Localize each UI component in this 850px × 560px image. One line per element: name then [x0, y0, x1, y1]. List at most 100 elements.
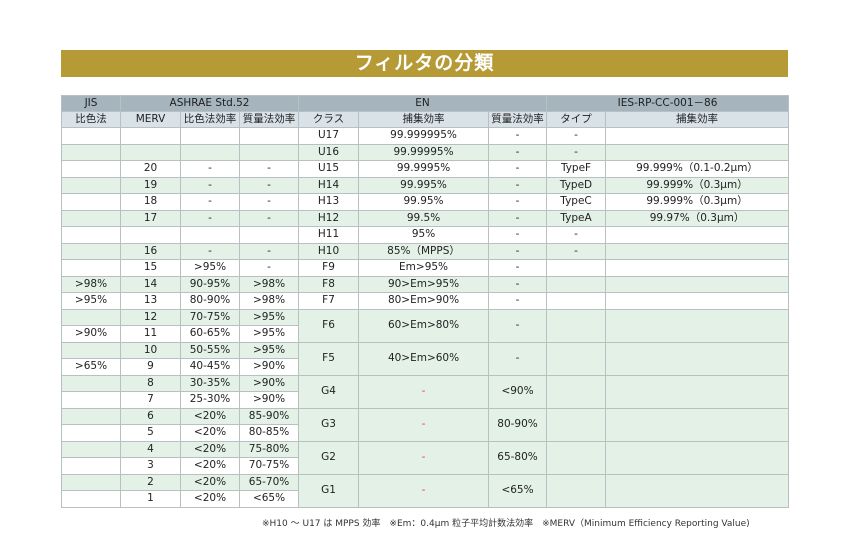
ashrae-mass-eff: >90%	[238, 391, 300, 409]
en-class: F6	[298, 308, 360, 343]
ashrae-colorimetric-eff: 30-35%	[180, 374, 240, 392]
table-row: >65% 9 40-45% >90%	[61, 358, 789, 376]
en-efficiency: 90>Em>95%	[358, 275, 490, 293]
ashrae-mass-eff: 80-85%	[238, 424, 300, 442]
en-class: F8	[298, 275, 360, 293]
header-en-class: クラス	[298, 111, 360, 128]
en-efficiency: Em>95%	[358, 259, 490, 277]
table-row: 2 <20% 65-70% G1- <65%	[61, 473, 790, 508]
merv	[120, 143, 181, 161]
en-class: U17	[298, 127, 360, 145]
ashrae-colorimetric-eff: -	[180, 242, 240, 260]
jis-colorimetric: >65%	[61, 358, 121, 376]
table-row: U17 99.999995% - -	[61, 127, 790, 145]
ashrae-mass-eff: 65-70%	[238, 473, 300, 491]
ies-type: -	[546, 226, 607, 244]
header-en-mass-eff: 質量法効率	[488, 111, 548, 128]
ashrae-colorimetric-eff: <20%	[180, 457, 240, 475]
ies-efficiency	[605, 242, 790, 260]
table-row: 1 <20% <65%	[61, 490, 789, 508]
en-class: G3	[298, 407, 360, 442]
table-row: >95% 13 80-90% >98% F7 80>Em>90% -	[61, 292, 790, 310]
ies-efficiency	[605, 308, 790, 343]
ies-type	[546, 308, 607, 343]
en-efficiency: -	[358, 440, 490, 475]
footnote: ※H10 ～ U17 は MPPS 効率 ※Em：0.4μm 粒子平均計数法効率…	[262, 519, 750, 529]
merv: 11	[120, 325, 181, 343]
en-efficiency: 95%	[358, 226, 490, 244]
table-row: 19- - H14 99.995% - TypeD 99.999%（0.3μm）	[61, 176, 790, 194]
merv	[120, 127, 181, 145]
en-class: U16	[298, 143, 360, 161]
en-mass-eff: -	[488, 143, 548, 161]
en-efficiency: 99.9995%	[358, 160, 490, 178]
page-title: フィルタの分類	[61, 50, 788, 77]
table-row: 15 >95% - F9 Em>95% -	[61, 259, 790, 277]
table-row: 16- - H10 85%（MPPS） - -	[61, 242, 790, 260]
header-ies: IES-RP-CC-001－86	[546, 95, 790, 112]
ies-type	[546, 259, 607, 277]
en-class: F9	[298, 259, 360, 277]
ashrae-mass-eff: -	[238, 176, 300, 194]
jis-colorimetric	[61, 440, 121, 458]
ashrae-colorimetric-eff: 90-95%	[180, 275, 240, 293]
merv: 4	[120, 440, 181, 458]
merv: 1	[120, 490, 181, 508]
jis-colorimetric: >98%	[61, 275, 121, 293]
ashrae-mass-eff: 85-90%	[238, 407, 300, 425]
en-mass-eff: -	[488, 275, 548, 293]
en-efficiency: -	[358, 407, 490, 442]
merv: 2	[120, 473, 181, 491]
ies-type: TypeA	[546, 209, 607, 227]
ashrae-colorimetric-eff	[180, 226, 240, 244]
ies-efficiency	[605, 374, 790, 409]
en-mass-eff: -	[488, 209, 548, 227]
ashrae-mass-eff: >95%	[238, 341, 300, 359]
jis-colorimetric	[61, 143, 121, 161]
en-mass-eff: -	[488, 160, 548, 178]
merv: 16	[120, 242, 181, 260]
en-class: G2	[298, 440, 360, 475]
table-row: 4 <20% 75-80% G2-65-80%	[61, 440, 790, 475]
ashrae-colorimetric-eff: 60-65%	[180, 325, 240, 343]
en-class: H13	[298, 193, 360, 211]
header-ashrae: ASHRAE Std.52	[119, 95, 300, 112]
en-mass-eff: 65-80%	[488, 440, 548, 475]
en-class: H10	[298, 242, 360, 260]
merv	[120, 226, 181, 244]
ashrae-mass-eff: >95%	[238, 308, 300, 326]
ashrae-colorimetric-eff: <20%	[180, 440, 240, 458]
jis-colorimetric	[61, 391, 121, 409]
ies-efficiency	[605, 127, 790, 145]
ashrae-mass-eff: >98%	[238, 275, 300, 293]
ashrae-mass-eff: >95%	[238, 325, 300, 343]
table-row: 8 30-35% >90% G4- <90%	[61, 374, 790, 409]
ashrae-mass-eff	[238, 143, 300, 161]
ies-efficiency	[605, 407, 790, 442]
merv: 19	[120, 176, 181, 194]
ashrae-mass-eff: -	[238, 259, 300, 277]
jis-colorimetric	[61, 259, 121, 277]
ies-efficiency	[605, 341, 790, 376]
table-row: 6 <20% 85-90% G3-80-90%	[61, 407, 790, 442]
en-mass-eff: -	[488, 176, 548, 194]
en-mass-eff: -	[488, 242, 548, 260]
jis-colorimetric	[61, 209, 121, 227]
ashrae-mass-eff: -	[238, 242, 300, 260]
ashrae-mass-eff: >90%	[238, 358, 300, 376]
merv: 9	[120, 358, 181, 376]
ies-efficiency	[605, 143, 790, 161]
merv: 12	[120, 308, 181, 326]
en-class: F7	[298, 292, 360, 310]
table-row: 12 70-75% >95% F6 60>Em>80% -	[61, 308, 790, 343]
header-merv: MERV	[120, 111, 181, 128]
ashrae-mass-eff: -	[238, 209, 300, 227]
header-ashrae-colorimetric-eff: 比色法効率	[180, 111, 240, 128]
ashrae-mass-eff: 70-75%	[238, 457, 300, 475]
ies-type: TypeF	[546, 160, 607, 178]
merv: 7	[120, 391, 181, 409]
ashrae-colorimetric-eff: <20%	[180, 424, 240, 442]
en-efficiency: 99.999995%	[358, 127, 490, 145]
header-ies-efficiency: 捕集効率	[605, 111, 790, 128]
en-class: H12	[298, 209, 360, 227]
